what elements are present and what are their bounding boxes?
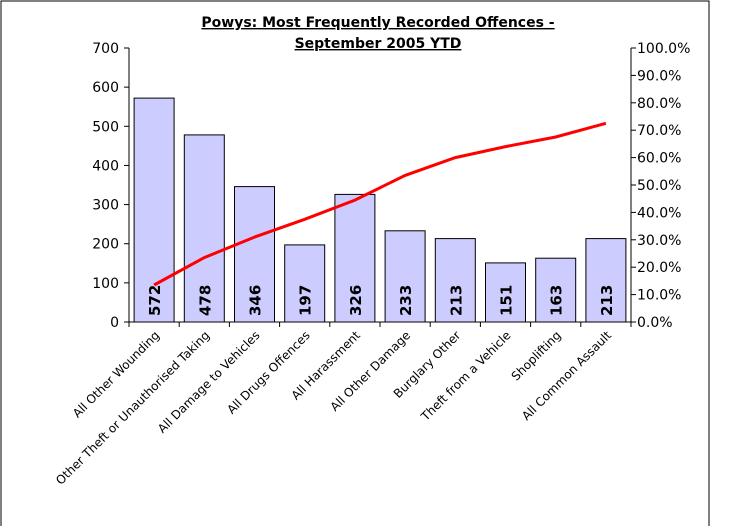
bar-value-label: 197 <box>297 285 315 316</box>
y-tick-label: 500 <box>92 119 119 135</box>
bar-value-label: 478 <box>196 285 214 316</box>
y2-tick-label: 50.0% <box>637 178 681 194</box>
bar <box>485 262 526 323</box>
y-tick-label: 700 <box>92 41 119 57</box>
cumulative-percent-line <box>153 121 607 287</box>
y-tick-label: 600 <box>92 80 119 96</box>
cumulative-line-layer <box>153 121 607 287</box>
y2-tick-label: 10.0% <box>637 288 681 304</box>
bar <box>384 230 426 323</box>
y2-tick-label: 70.0% <box>637 123 681 139</box>
bar <box>585 238 627 323</box>
bar-value-label: 233 <box>397 285 415 316</box>
bar-value-label: 213 <box>447 285 465 316</box>
bar <box>535 257 577 323</box>
y-tick-label: 400 <box>92 158 119 174</box>
bar-value-label: 163 <box>548 285 566 316</box>
y2-tick-label: 30.0% <box>637 233 681 249</box>
y2-tick-label: 20.0% <box>637 260 681 276</box>
y2-tick-label: 80.0% <box>637 96 681 112</box>
y-tick-label: 300 <box>92 198 119 214</box>
y2-tick-label: 100.0% <box>637 41 690 57</box>
bar-value-label: 346 <box>247 285 265 316</box>
y2-tick-label: 40.0% <box>637 205 681 221</box>
axes-layer: 0 100 200 300 400 500 600 700 0.0% 10.0% 20.0% 30.0… <box>92 41 690 331</box>
bar-value-label: 213 <box>598 285 616 316</box>
chart-title-line-2: September 2005 YTD <box>295 36 462 52</box>
bar <box>284 244 326 323</box>
bar-value-label: 326 <box>347 285 365 316</box>
y-tick-label: 0 <box>110 315 119 331</box>
bar <box>334 193 376 323</box>
bar-value-label: 151 <box>498 285 516 316</box>
chart-title-line-1: Powys: Most Frequently Recorded Offences… <box>201 15 554 31</box>
y-tick-label: 200 <box>92 237 119 253</box>
bar-value-label: 572 <box>146 285 164 316</box>
chart-border <box>0 0 710 526</box>
y2-tick-label: 90.0% <box>637 68 681 84</box>
y2-tick-label: 0.0% <box>637 315 673 331</box>
bar <box>234 186 275 323</box>
y2-tick-label: 60.0% <box>637 151 681 167</box>
bar <box>434 238 476 323</box>
y-tick-label: 100 <box>92 276 119 292</box>
